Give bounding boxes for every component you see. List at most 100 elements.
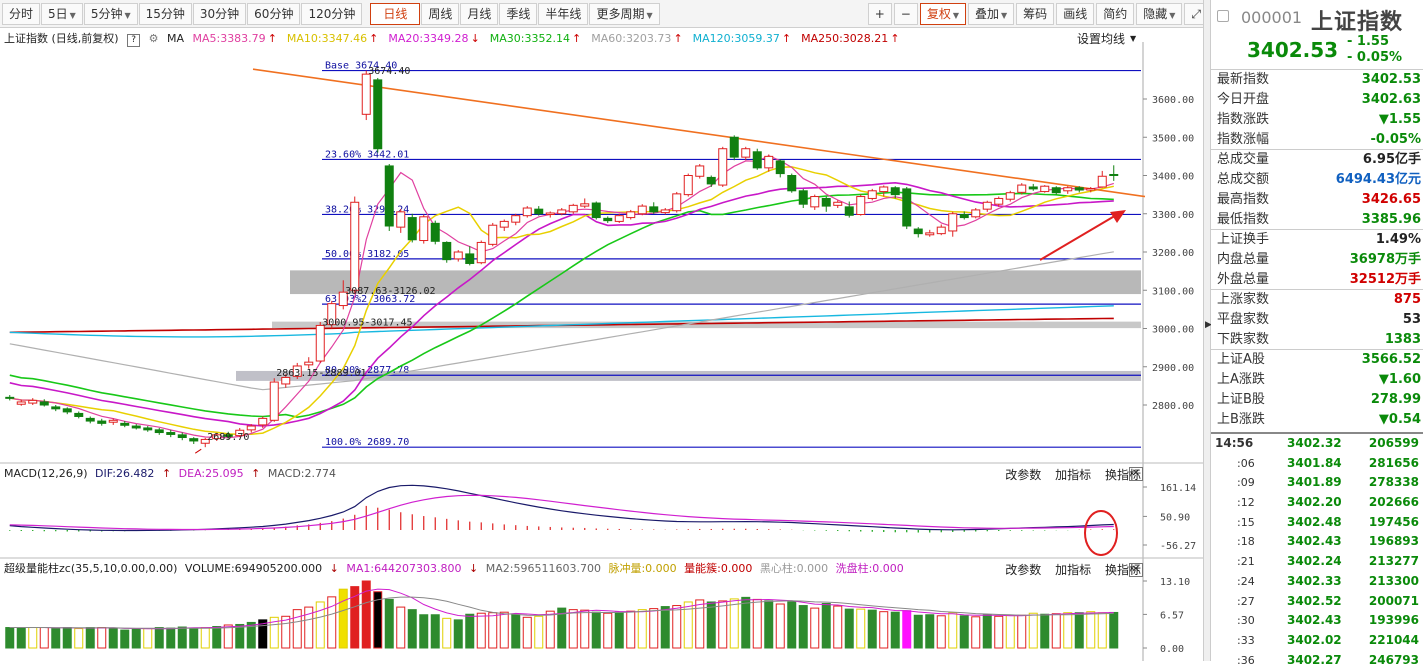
stat-label: 指数涨跌 [1217,112,1270,127]
candle-body [798,190,808,205]
tick-price: 3401.89 [1287,475,1342,490]
stat-value: 875 [1393,292,1421,307]
period-tab-0[interactable]: 分时 [2,2,41,25]
volume-bar [488,612,498,649]
volume-bar [856,608,866,649]
volume-bar [465,613,475,649]
macd-switch-indicator-button[interactable]: 换指标 [1104,468,1141,482]
macd-change-params-button[interactable]: 改参数 [1005,468,1042,482]
y-tick-label: 3400.00 [1152,172,1194,183]
volume-bar [775,603,785,649]
period-tab-2[interactable]: 5分钟 ▼ [83,2,138,25]
period-tab-8[interactable]: 周线 [421,2,460,25]
toolbar-button-6[interactable]: 简约 [1096,3,1135,25]
volume-bar [292,609,302,649]
candle-body [959,214,969,219]
volume-bar [603,612,613,649]
volume-bar [235,623,245,649]
tick-row: 14:56 3402.32 206599 [1211,434,1423,454]
tick-row: :06 3401.84 281656 [1211,454,1423,474]
stat-row: 上涨家数 875 [1211,290,1423,310]
toolbar: 分时 5日 ▼ 5分钟 ▼ 15分钟 30分钟 60分钟 120分钟 日线 周线 月线 季线 半年线 更多周… [0,0,1208,28]
period-tab-12[interactable]: 更多周期 ▼ [589,2,660,25]
chart-area[interactable]: 3600.00 3500.00 3400.00 3300.00 3200.00 3100.… [0,28,1203,661]
ma-settings-chevron-icon[interactable]: ▼ [1130,34,1137,43]
period-tab-10[interactable]: 季线 [499,2,538,25]
volume-bar [384,598,394,649]
stat-value: -0.05% [1370,132,1422,147]
candle-body [1063,187,1073,192]
vol-add-indicator-button[interactable]: 加指标 [1055,563,1092,577]
gear-icon[interactable]: ⚙ [148,32,159,45]
stat-value: ▼1.55 [1378,112,1421,127]
toolbar-button-5[interactable]: 画线 [1056,3,1095,25]
macd-tick-label: -56.27 [1160,541,1196,552]
candle-body [499,220,509,228]
candle-body [936,226,946,235]
candle-body [649,206,659,213]
candle-body [948,213,958,232]
candle-body [1109,173,1119,176]
candle-body [223,434,233,437]
collapse-arrow-icon[interactable]: ▶ [1205,320,1212,330]
volume-bar [959,615,969,649]
period-tab-11[interactable]: 半年线 [538,2,589,25]
toolbar-button-7[interactable]: 隐藏 ▼ [1136,3,1183,25]
stat-value: 1.49% [1375,232,1421,247]
candle-body [177,434,187,439]
candle-body [350,201,360,291]
candle-body [810,196,820,208]
period-tab-4[interactable]: 30分钟 [192,2,247,25]
vol-change-params-button[interactable]: 改参数 [1005,563,1042,577]
tick-time: :12 [1237,496,1255,510]
toolbar-button-2[interactable]: 复权 ▼ [919,3,966,25]
period-tab-6[interactable]: 120分钟 [301,2,363,25]
toolbar-button-1[interactable]: − [893,3,918,25]
macd-add-indicator-button[interactable]: 加指标 [1055,468,1092,482]
volume-bar [879,611,889,649]
vol-ma2-line [9,596,1114,629]
tick-price: 3402.20 [1287,495,1342,510]
fib-label: 50.00% 3182.05 [325,249,409,260]
candle-body [580,203,590,207]
period-tab-9[interactable]: 月线 [460,2,499,25]
period-tab-3[interactable]: 15分钟 [138,2,192,25]
panel-splitter[interactable]: ▶ [1203,0,1212,661]
toolbar-button-0[interactable]: + [867,3,892,25]
period-tab-7[interactable]: 日线 [370,2,421,25]
macd-close-icon[interactable]: ✕ [1129,467,1143,481]
kline-chart[interactable]: 3600.00 3500.00 3400.00 3300.00 3200.00 3100.… [0,28,1203,661]
volume-bar [419,614,429,649]
toolbar-button-4[interactable]: 筹码 [1016,3,1055,25]
fib-label: 100.0% 2689.70 [325,437,409,448]
stat-value: 53 [1402,312,1421,327]
period-tab-5[interactable]: 60分钟 [247,2,301,25]
tick-row: :12 3402.20 202666 [1211,493,1423,513]
volume-bar [798,605,808,649]
tick-time: :33 [1237,633,1255,647]
tick-volume: 202666 [1368,495,1419,510]
stat-row: 最高指数 3426.65 [1211,190,1423,210]
tick-volume: 246793 [1368,652,1419,667]
candle-body [304,361,314,366]
toolbar-button-3[interactable]: 叠加 ▼ [968,3,1015,25]
volume-bar [131,628,141,649]
volume-close-icon[interactable]: ✕ [1129,563,1143,577]
stock-name: 上证指数 [1311,10,1404,35]
ma-legend-0: MA5:3383.79 ↑ [192,32,277,45]
volume-bar [591,611,601,649]
candle-body [258,417,268,426]
quote-header: 000001 上证指数 3402.53 - 1.55 - 0.05% [1211,0,1423,70]
help-icon[interactable]: ? [127,34,141,47]
period-tab-1[interactable]: 5日 ▼ [41,2,83,25]
ma5-line [9,155,1114,439]
candle-body [890,187,900,196]
watchlist-icon[interactable] [1217,10,1229,22]
candle-body [568,204,578,213]
candle-body [419,216,429,242]
volume-bar [971,616,981,649]
volume-bar [982,614,992,649]
dropdown-chevron-icon: ▼ [124,10,131,20]
vol-switch-indicator-button[interactable]: 换指标 [1104,563,1141,577]
ma-settings-button[interactable]: 设置均线 [1077,32,1126,46]
